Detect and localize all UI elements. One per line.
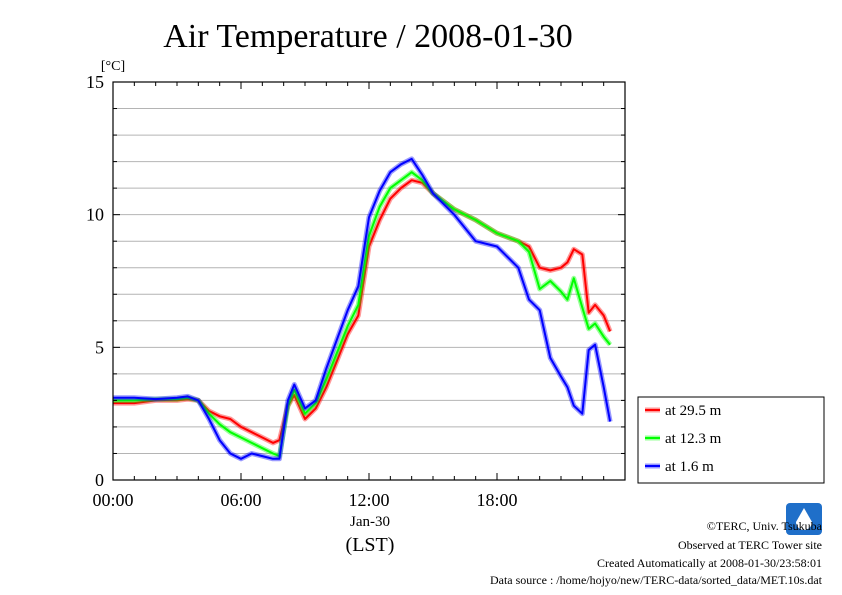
terc-logo <box>786 503 822 535</box>
legend-box <box>637 396 825 484</box>
x-tick-label: 00:00 <box>92 490 133 510</box>
credit-site: Observed at TERC Tower site <box>678 538 822 552</box>
credit-copyright: ©TERC, Univ. Tsukuba <box>707 519 823 533</box>
credit-created: Created Automatically at 2008-01-30/23:5… <box>597 556 822 570</box>
credit-source: Data source : /home/hojyo/new/TERC-data/… <box>490 573 823 587</box>
series-line <box>113 157 612 460</box>
water-drop-icon <box>796 508 812 530</box>
x-tick-label: 18:00 <box>476 490 517 510</box>
legend-label: at 29.5 m <box>665 403 722 419</box>
series-lines <box>113 156 613 462</box>
grid-lines <box>113 108 625 454</box>
legend: at 29.5 m at 12.3 m at 1.6 m <box>637 396 825 484</box>
y-tick-label: 10 <box>86 205 104 225</box>
series-line-halo <box>113 177 613 446</box>
series-line <box>113 179 612 444</box>
x-axis-label: (LST) <box>346 534 395 556</box>
chart-title: Air Temperature / 2008-01-30 <box>163 18 573 55</box>
axis-ticks: 0 5 10 15 00:00 06:00 12:00 18:00 <box>86 72 626 510</box>
y-tick-label: 0 <box>95 470 104 490</box>
y-tick-label: 5 <box>95 337 104 357</box>
x-tick-label: 06:00 <box>220 490 261 510</box>
x-tick-label: 12:00 <box>348 490 389 510</box>
series-line <box>113 171 611 458</box>
date-label: Jan-30 <box>350 514 390 530</box>
y-axis-unit: [°C] <box>101 59 125 74</box>
legend-label: at 1.6 m <box>665 459 714 475</box>
y-tick-label: 15 <box>86 72 104 92</box>
legend-label: at 12.3 m <box>665 431 722 447</box>
